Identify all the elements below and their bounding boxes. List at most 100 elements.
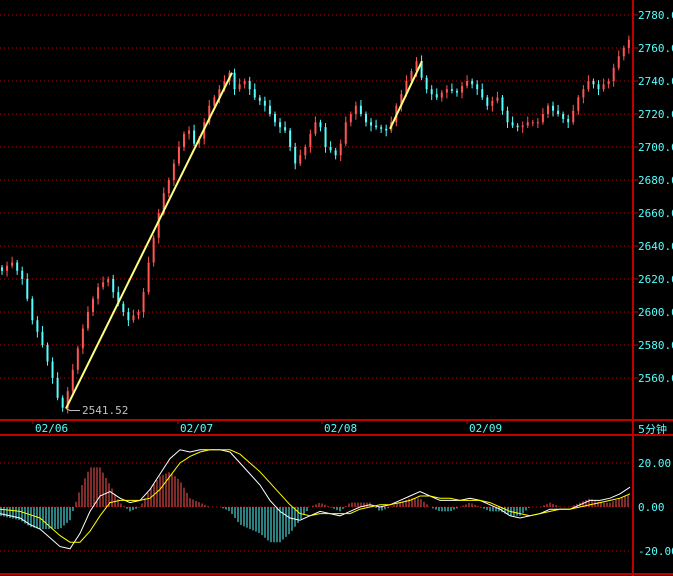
candle-down — [450, 89, 453, 91]
x-tick-label: 02/07 — [180, 422, 213, 435]
candle-down — [425, 77, 428, 90]
y-tick-label: 20.00 — [638, 457, 671, 470]
candle-down — [268, 105, 271, 114]
candle-up — [541, 114, 544, 123]
candle-down — [567, 118, 570, 123]
candle-up — [496, 97, 499, 101]
candle-down — [117, 292, 120, 304]
candle-up — [602, 84, 605, 90]
candle-up — [81, 328, 84, 349]
candle-down — [51, 361, 54, 378]
candle-down — [481, 89, 484, 98]
y-tick-label: 2580.00 — [638, 339, 673, 352]
candle-up — [223, 81, 226, 90]
candle-up — [309, 133, 312, 147]
candle-up — [167, 180, 170, 194]
candle-up — [607, 81, 610, 85]
candle-down — [420, 61, 423, 78]
candle-up — [445, 89, 448, 93]
y-tick-label: 2740.00 — [638, 75, 673, 88]
candle-up — [157, 213, 160, 238]
candle-down — [112, 279, 115, 293]
candle-up — [243, 81, 246, 85]
candle-down — [21, 270, 24, 279]
candle-down — [375, 125, 378, 128]
candle-up — [213, 97, 216, 106]
y-tick-label: 2560.00 — [638, 372, 673, 385]
low-pointer — [65, 408, 80, 411]
candle-up — [11, 262, 14, 266]
candle-up — [86, 312, 89, 329]
y-tick-label: 2620.00 — [638, 273, 673, 286]
candle-up — [622, 48, 625, 57]
y-tick-label: 2720.00 — [638, 108, 673, 121]
period-label[interactable]: 5分钟 — [638, 422, 667, 436]
candle-down — [294, 147, 297, 164]
candle-up — [461, 85, 464, 93]
candle-up — [208, 105, 211, 123]
candle-down — [501, 97, 504, 111]
date-axis: 02/06 02/07 02/08 02/09 — [32, 420, 502, 435]
y-tick-label: 2760.00 — [638, 42, 673, 55]
candle-down — [562, 114, 565, 119]
candle-down — [46, 345, 49, 362]
candle-up — [177, 147, 180, 164]
candle-up — [299, 155, 302, 164]
candle-down — [385, 128, 388, 131]
candle-up — [152, 237, 155, 263]
candle-down — [471, 81, 474, 85]
candle-up — [577, 97, 580, 111]
trendline — [65, 72, 233, 409]
x-tick-label: 02/09 — [469, 422, 502, 435]
y-tick-label: 2600.00 — [638, 306, 673, 319]
candle-down — [430, 89, 433, 95]
candle-up — [71, 369, 74, 392]
candle-down — [359, 105, 362, 114]
macd-panel: 20.00 0.00 -20.00 — [0, 449, 673, 558]
candle-up — [415, 61, 418, 72]
candle-down — [435, 94, 438, 98]
x-tick-label: 02/08 — [324, 422, 357, 435]
candle-down — [36, 320, 39, 332]
candle-up — [162, 193, 165, 213]
y-tick-label: 2700.00 — [638, 141, 673, 154]
candle-down — [273, 114, 276, 123]
candle-down — [597, 84, 600, 90]
candle-up — [521, 125, 524, 128]
candle-down — [380, 127, 383, 129]
candle-down — [253, 89, 256, 98]
candle-up — [314, 122, 317, 134]
low-annotation: 2541.52 — [82, 404, 128, 417]
candle-down — [284, 127, 287, 131]
candle-up — [491, 100, 494, 106]
y-tick-label: -20.00 — [638, 545, 673, 558]
y-tick-label: 2640.00 — [638, 240, 673, 253]
candle-up — [188, 130, 191, 134]
candle-up — [526, 122, 529, 126]
candle-up — [627, 39, 630, 48]
y-tick-label: 2780.00 — [638, 9, 673, 22]
candle-down — [248, 81, 251, 90]
candle-down — [364, 114, 367, 123]
candle-down — [516, 125, 519, 128]
candle-down — [329, 147, 332, 151]
candle-down — [233, 72, 236, 90]
candle-down — [455, 90, 458, 93]
candle-up — [466, 81, 469, 86]
candle-down — [486, 97, 489, 106]
candle-down — [334, 150, 337, 156]
candle-up — [172, 163, 175, 180]
candle-down — [511, 122, 514, 126]
candle-down — [476, 84, 479, 90]
candle-up — [339, 143, 342, 156]
candles — [1, 35, 630, 414]
candle-down — [592, 81, 595, 85]
candle-down — [506, 110, 509, 123]
candle-up — [405, 81, 408, 95]
candle-down — [258, 97, 261, 101]
candle-up — [182, 133, 185, 147]
candle-down — [552, 105, 555, 111]
candle-down — [324, 127, 327, 147]
price-grid — [0, 14, 633, 379]
candle-up — [91, 298, 94, 312]
